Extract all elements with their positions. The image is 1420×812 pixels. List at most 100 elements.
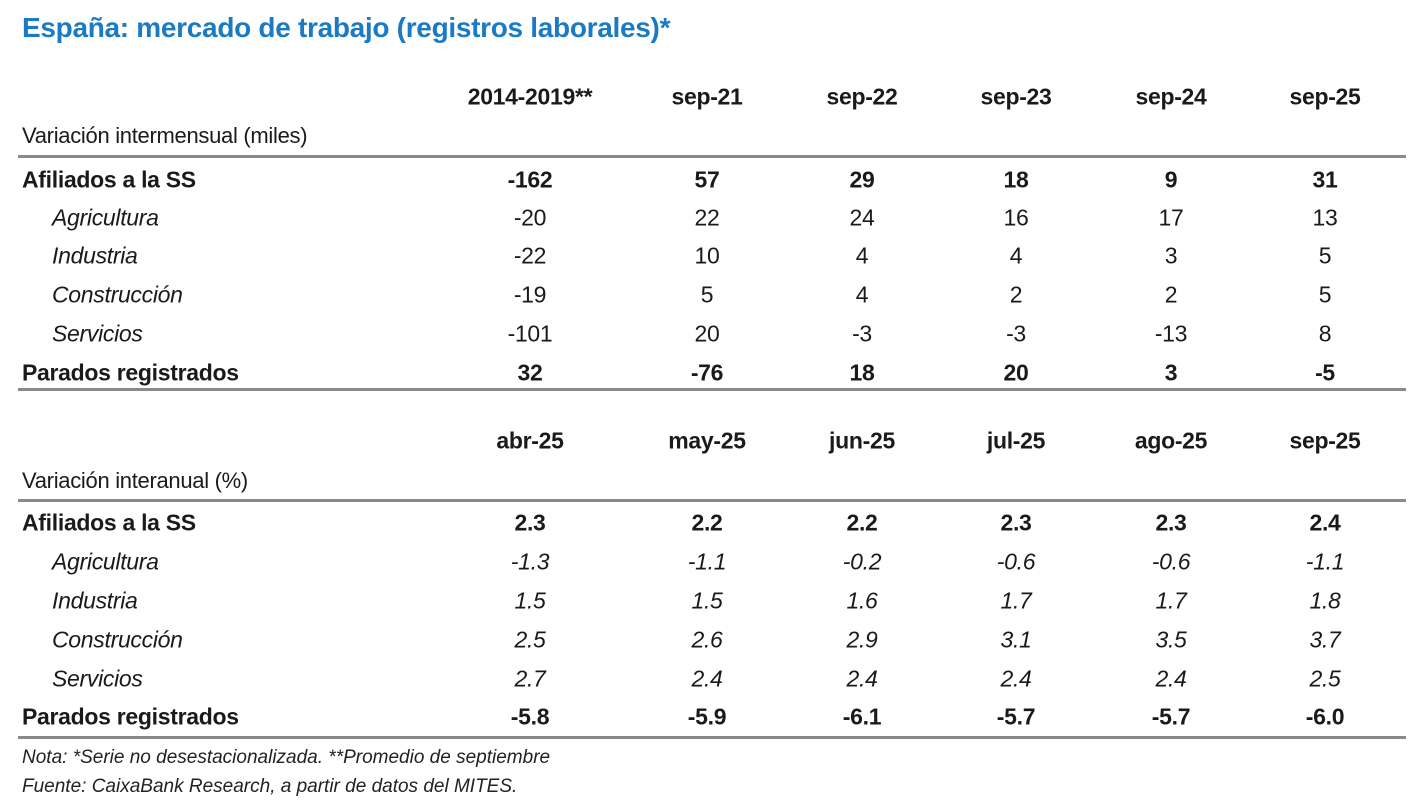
column-header: sep-25 (1289, 83, 1361, 110)
table-cell: -101 (507, 320, 553, 347)
section-subtitle-row: Variación intermensual (miles) (0, 117, 1420, 155)
table-cell: 1.8 (1309, 587, 1341, 614)
page-title: España: mercado de trabajo (registros la… (22, 12, 671, 43)
table-cell: -22 (513, 242, 547, 269)
table-cell: 18 (1003, 166, 1029, 193)
table-cell: -1.1 (1305, 548, 1345, 575)
table-cell: 13 (1312, 204, 1338, 231)
section-subtitle-row: Variación interanual (%) (0, 462, 1420, 500)
column-header-row: 2014-2019** sep-21 sep-22 sep-23 sep-24 sep-2… (0, 78, 1420, 116)
table-cell: 17 (1158, 204, 1184, 231)
table-row: Afiliados a la SS -162 57 29 18 9 31 (0, 161, 1420, 199)
table-cell: -3 (852, 320, 872, 347)
column-header: sep-24 (1135, 83, 1207, 110)
row-label: Afiliados a la SS (22, 166, 196, 193)
section-subtitle: Variación interanual (%) (22, 468, 248, 493)
table-cell: 1.7 (1155, 587, 1187, 614)
column-header: sep-23 (980, 83, 1052, 110)
table-row: Afiliados a la SS 2.3 2.2 2.2 2.3 2.3 2.4 (0, 504, 1420, 542)
table-cell: -3 (1006, 320, 1026, 347)
row-label: Construcción (52, 626, 183, 653)
table-cell: 3 (1164, 242, 1178, 269)
table-cell: 2.4 (1000, 665, 1032, 692)
table-rule (18, 736, 1406, 739)
table-cell: 31 (1312, 166, 1338, 193)
table-cell: 1.7 (1000, 587, 1032, 614)
table-rule (18, 155, 1406, 158)
table-row: Servicios 2.7 2.4 2.4 2.4 2.4 2.5 (0, 660, 1420, 698)
table-cell: -6.0 (1305, 703, 1345, 730)
table-cell: -20 (513, 204, 547, 231)
table-cell: 10 (694, 242, 720, 269)
row-label: Agricultura (52, 548, 159, 575)
row-label: Parados registrados (22, 703, 239, 730)
column-header: sep-25 (1289, 427, 1361, 454)
table-cell: 4 (1009, 242, 1023, 269)
table-cell: 2.3 (1155, 509, 1187, 536)
row-label: Industria (52, 242, 138, 269)
table-cell: 2.9 (846, 626, 878, 653)
table-cell: 20 (694, 320, 720, 347)
table-row: Construcción -19 5 4 2 2 5 (0, 276, 1420, 314)
table-cell: 2.2 (691, 509, 723, 536)
table-cell: 22 (694, 204, 720, 231)
table-cell: 1.5 (691, 587, 723, 614)
section-subtitle: Variación intermensual (miles) (22, 123, 308, 148)
table-row: Industria 1.5 1.5 1.6 1.7 1.7 1.8 (0, 582, 1420, 620)
table-cell: 2.4 (1309, 509, 1341, 536)
table-cell: -162 (507, 166, 553, 193)
table-cell: 29 (849, 166, 875, 193)
table-cell: -13 (1154, 320, 1188, 347)
table-cell: 2.7 (514, 665, 546, 692)
table-cell: 2.4 (846, 665, 878, 692)
column-header: jun-25 (829, 427, 895, 454)
table-row: Agricultura -1.3 -1.1 -0.2 -0.6 -0.6 -1.1 (0, 543, 1420, 581)
column-header: sep-21 (671, 83, 743, 110)
table-row: Parados registrados -5.8 -5.9 -6.1 -5.7 -5.7 -… (0, 698, 1420, 736)
table-cell: 2.3 (514, 509, 546, 536)
row-label: Servicios (52, 665, 143, 692)
table-cell: -1.3 (510, 548, 550, 575)
table-cell: 2.5 (514, 626, 546, 653)
table-cell: 4 (855, 281, 869, 308)
table-cell: 5 (1318, 242, 1332, 269)
table-cell: 18 (849, 359, 875, 386)
table-row: Agricultura -20 22 24 16 17 13 (0, 199, 1420, 237)
table-cell: -5.8 (510, 703, 550, 730)
row-label: Servicios (52, 320, 143, 347)
column-header: ago-25 (1134, 427, 1208, 454)
table-cell: 57 (694, 166, 720, 193)
table-cell: 5 (700, 281, 714, 308)
column-header: sep-22 (826, 83, 898, 110)
column-header-row: abr-25 may-25 jun-25 jul-25 ago-25 sep-25 (0, 422, 1420, 460)
table-cell: 5 (1318, 281, 1332, 308)
column-header: 2014-2019** (467, 83, 593, 110)
table-cell: 3 (1164, 359, 1178, 386)
footnote: Nota: *Serie no desestacionalizada. **Pr… (22, 747, 551, 768)
table-cell: 2.4 (691, 665, 723, 692)
table-cell: 3.7 (1309, 626, 1341, 653)
table-row: Construcción 2.5 2.6 2.9 3.1 3.5 3.7 (0, 621, 1420, 659)
table-cell: -6.1 (842, 703, 882, 730)
table-cell: -76 (690, 359, 724, 386)
table-cell: 2 (1164, 281, 1178, 308)
table-cell: 2 (1009, 281, 1023, 308)
table-cell: 2.4 (1155, 665, 1187, 692)
table-cell: 1.6 (846, 587, 878, 614)
table-cell: 1.5 (514, 587, 546, 614)
column-header: jul-25 (986, 427, 1046, 454)
table-cell: 3.5 (1155, 626, 1187, 653)
source-note: Fuente: CaixaBank Research, a partir de … (22, 776, 518, 797)
row-label: Parados registrados (22, 359, 239, 386)
column-header: abr-25 (496, 427, 564, 454)
table-cell: 20 (1003, 359, 1029, 386)
table-cell: 24 (849, 204, 875, 231)
table-rule (18, 499, 1406, 502)
table-rule (18, 388, 1406, 391)
table-cell: 2.3 (1000, 509, 1032, 536)
table-cell: -5.7 (996, 703, 1036, 730)
table-cell: 2.2 (846, 509, 878, 536)
table-cell: 4 (855, 242, 869, 269)
table-cell: 2.5 (1309, 665, 1341, 692)
row-label: Industria (52, 587, 138, 614)
